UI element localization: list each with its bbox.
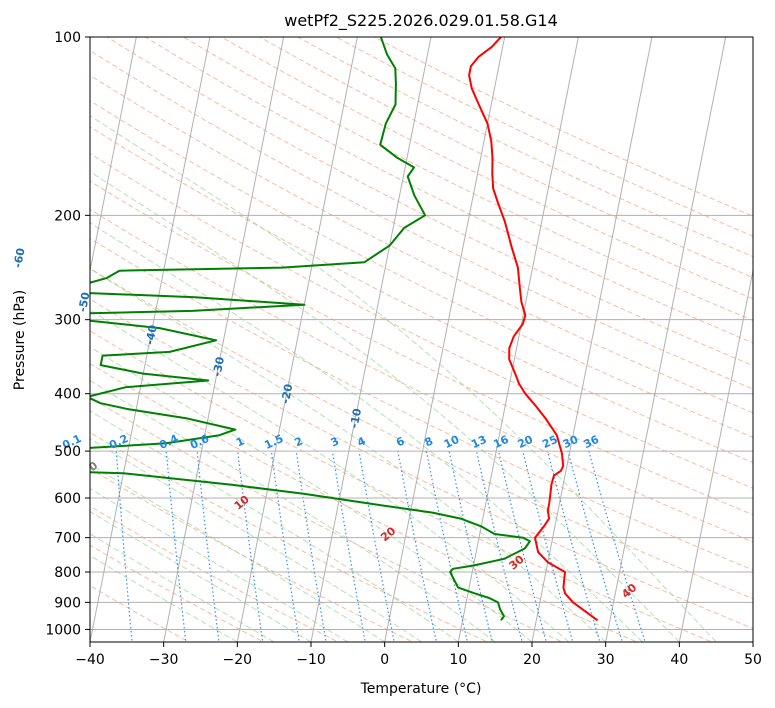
isotherm-label: -50 <box>76 291 93 313</box>
x-tick-label: 40 <box>670 652 688 668</box>
dry-adiabat-line <box>220 37 753 300</box>
x-tick-label: −10 <box>296 652 326 668</box>
mixing-ratio-line <box>425 450 469 642</box>
mixing-ratio-label: 20 <box>516 433 536 451</box>
chart-title: wetPf2_S225.2026.029.01.58.G14 <box>284 11 558 31</box>
x-axis-label: Temperature (°C) <box>360 681 482 697</box>
moist-adiabat-line <box>90 410 459 642</box>
moist-adiabat-line <box>90 533 275 642</box>
mixing-ratio-line <box>475 450 523 642</box>
dewpoint-profile-line <box>90 37 531 621</box>
plot-frame <box>89 36 754 643</box>
y-axis-label: Pressure (hPa) <box>12 290 28 390</box>
isotherm-line <box>163 37 285 642</box>
series-layer <box>90 37 599 622</box>
dry-adiabat-line <box>90 396 564 642</box>
x-tick-label: 30 <box>597 652 615 668</box>
mixing-ratio-line <box>331 451 366 642</box>
y-tick-label: 200 <box>54 208 81 224</box>
line-labels: -100-90-80-70-60-50-40-30-20-100.10.20.4… <box>11 247 640 601</box>
mixing-ratio-line <box>546 450 601 642</box>
moist-adiabat-line <box>90 487 349 642</box>
mixing-ratio-label: 13 <box>469 433 488 451</box>
y-tick-label: 1000 <box>45 622 81 638</box>
isotherm-label: -40 <box>143 323 160 345</box>
y-tick-label: 400 <box>54 387 81 403</box>
isotherm-line <box>90 37 211 642</box>
moist-adiabat-line <box>90 554 238 642</box>
isotherm-label: -60 <box>11 247 28 269</box>
mixing-ratio-line <box>567 450 624 642</box>
isotherm-label: -30 <box>210 355 227 377</box>
y-tick-label: 800 <box>54 565 81 581</box>
isotherm-line <box>678 268 753 642</box>
mixing-ratio-line <box>358 450 395 642</box>
moist-adiabat-line <box>90 268 607 642</box>
isotherm-line <box>605 37 727 642</box>
moist-adiabat-line <box>90 222 643 642</box>
isotherm-line <box>384 37 506 642</box>
isotherm-line <box>236 37 358 642</box>
dry-adiabat-line <box>106 37 753 367</box>
x-tick-label: −30 <box>149 652 179 668</box>
mixing-ratio-line <box>295 451 327 642</box>
dry-adiabat-line <box>144 37 753 344</box>
isotherm-label: -20 <box>279 382 296 404</box>
moist-adiabat-line <box>90 463 385 642</box>
mixing-ratio-label: 25 <box>540 433 559 451</box>
mixing-ratio-label: 36 <box>582 433 602 451</box>
mixing-ratio-line <box>397 450 438 642</box>
moist-adiabat-line <box>90 309 570 642</box>
background-grid <box>90 37 753 642</box>
y-tick-label: 900 <box>54 595 81 611</box>
x-tick-label: 20 <box>523 652 541 668</box>
mixing-ratio-label: 16 <box>491 433 511 451</box>
temperature-profile-line <box>468 37 599 622</box>
axes: −40 −30 −20 −10 0 10 20 30 40 50 100 200 300 400 500 60… <box>45 30 762 668</box>
x-tick-label: −40 <box>75 652 105 668</box>
moist-adiabat-line <box>90 437 422 642</box>
isotherm-line <box>90 37 137 274</box>
y-tick-label: 500 <box>54 444 81 460</box>
mixing-ratio-line <box>588 450 646 642</box>
y-tick-label: 300 <box>54 313 81 329</box>
isotherm-line <box>457 37 579 642</box>
isotherm-line <box>531 37 653 642</box>
moist-adiabat-line <box>90 379 496 642</box>
y-tick-label: 600 <box>54 491 81 507</box>
y-tick-label: 100 <box>54 30 81 46</box>
moist-adiabat-line <box>90 114 717 642</box>
y-tick-label: 700 <box>54 531 81 547</box>
x-tick-label: 0 <box>380 652 389 668</box>
dry-adiabat-line <box>182 37 753 322</box>
x-tick-label: 10 <box>449 652 467 668</box>
mixing-ratio-label: 10 <box>442 433 462 451</box>
isotherm-line <box>310 37 432 642</box>
dry-adiabat-line <box>90 49 753 390</box>
moist-adiabat-line <box>90 171 680 642</box>
moist-adiabat-line <box>90 346 533 642</box>
isotherm-label: -10 <box>348 407 365 429</box>
mixing-ratio-line <box>522 450 574 642</box>
dry-adiabat-line <box>90 237 753 571</box>
mixing-ratio-label: 30 <box>561 433 581 451</box>
dry-adiabat-line <box>90 298 753 629</box>
dry-adiabat-line <box>90 208 753 543</box>
x-tick-label: 50 <box>744 652 762 668</box>
moist-adiabat-line <box>90 510 312 642</box>
mixing-ratio-line <box>498 450 547 642</box>
x-tick-label: −20 <box>223 652 253 668</box>
